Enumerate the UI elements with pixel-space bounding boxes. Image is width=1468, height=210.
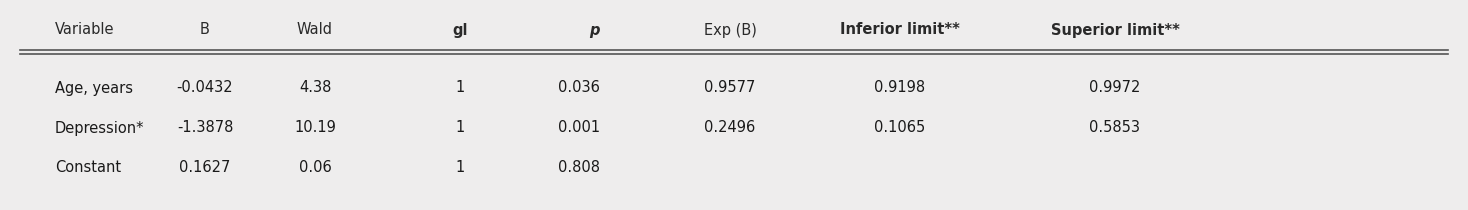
Text: -0.0432: -0.0432 — [176, 80, 233, 96]
Text: gl: gl — [452, 22, 468, 38]
Text: 0.2496: 0.2496 — [705, 121, 756, 135]
Text: 0.9972: 0.9972 — [1089, 80, 1141, 96]
Text: 10.19: 10.19 — [294, 121, 336, 135]
Text: Inferior limit**: Inferior limit** — [840, 22, 960, 38]
Text: 0.1627: 0.1627 — [179, 160, 230, 176]
Text: 4.38: 4.38 — [299, 80, 332, 96]
Text: Constant: Constant — [54, 160, 122, 176]
Text: 1: 1 — [455, 160, 465, 176]
Text: Wald: Wald — [297, 22, 333, 38]
Text: 0.9577: 0.9577 — [705, 80, 756, 96]
Text: p: p — [590, 22, 600, 38]
Text: 0.036: 0.036 — [558, 80, 600, 96]
Text: 0.001: 0.001 — [558, 121, 600, 135]
Text: Superior limit**: Superior limit** — [1051, 22, 1179, 38]
Text: 0.1065: 0.1065 — [875, 121, 926, 135]
Text: -1.3878: -1.3878 — [176, 121, 233, 135]
Text: 0.06: 0.06 — [298, 160, 332, 176]
Text: 1: 1 — [455, 121, 465, 135]
Text: 0.5853: 0.5853 — [1089, 121, 1141, 135]
Text: 0.9198: 0.9198 — [875, 80, 925, 96]
Text: Age, years: Age, years — [54, 80, 134, 96]
Text: B: B — [200, 22, 210, 38]
Text: Exp (B): Exp (B) — [703, 22, 756, 38]
Text: Variable: Variable — [54, 22, 115, 38]
Text: 0.808: 0.808 — [558, 160, 600, 176]
Text: Depression*: Depression* — [54, 121, 144, 135]
Text: 1: 1 — [455, 80, 465, 96]
